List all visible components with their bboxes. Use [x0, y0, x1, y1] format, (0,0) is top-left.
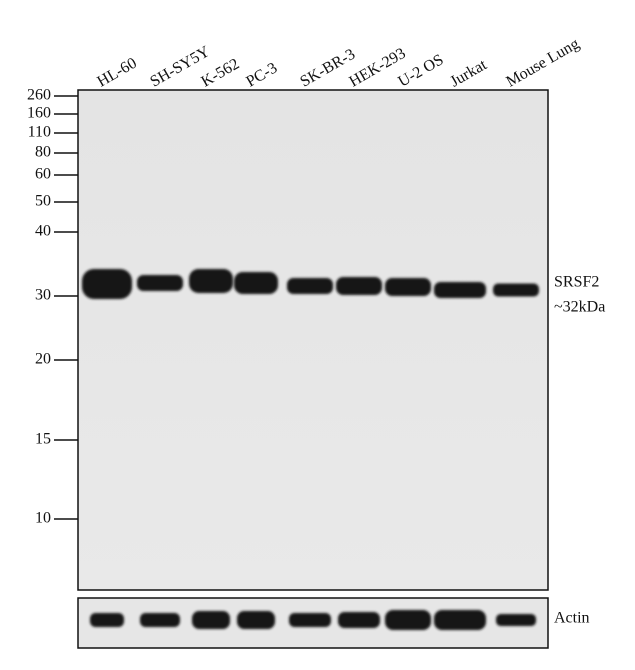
actin-band: [385, 610, 431, 630]
main-blot-panel: [77, 89, 549, 591]
marker-label: 60: [35, 166, 51, 183]
actin-band: [237, 611, 275, 629]
target-label: SRSF2: [554, 274, 599, 291]
target-band: [385, 278, 431, 296]
marker-label: 30: [35, 287, 51, 304]
target-band: [336, 277, 382, 295]
marker-label: 40: [35, 223, 51, 240]
actin-band: [338, 612, 380, 628]
actin-band: [434, 610, 486, 630]
lane-label: Jurkat: [447, 56, 490, 91]
target-band: [434, 282, 486, 298]
marker-label: 20: [35, 351, 51, 368]
target-band: [137, 275, 183, 291]
target-band: [189, 269, 233, 293]
actin-band: [496, 614, 536, 626]
target-band: [287, 278, 333, 294]
lane-label: SK-BR-3: [297, 46, 358, 91]
actin-band: [140, 613, 180, 627]
marker-label: 110: [28, 124, 51, 141]
marker-label: 50: [35, 193, 51, 210]
target-size-label: ~32kDa: [554, 299, 605, 316]
actin-band: [90, 613, 124, 627]
marker-label: 10: [35, 510, 51, 527]
marker-label: 160: [27, 105, 51, 122]
loading-control-label: Actin: [554, 610, 590, 627]
lane-label: PC-3: [243, 59, 280, 90]
marker-label: 15: [35, 431, 51, 448]
target-band: [234, 272, 278, 294]
actin-band: [192, 611, 230, 629]
lane-label: Mouse Lung: [503, 35, 582, 90]
lane-label: HL-60: [94, 55, 139, 91]
marker-label: 260: [27, 87, 51, 104]
marker-label: 80: [35, 144, 51, 161]
target-band: [82, 269, 132, 299]
actin-band: [289, 613, 331, 627]
target-band: [493, 283, 539, 297]
